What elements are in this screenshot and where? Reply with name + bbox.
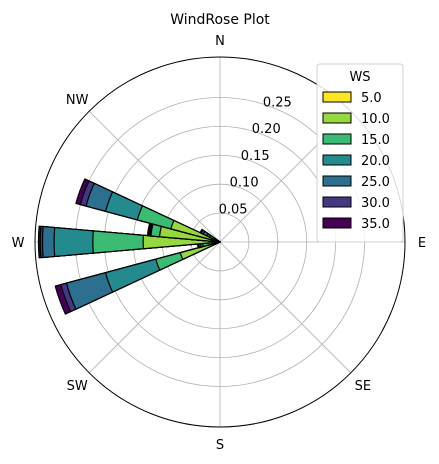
legend-label-0: 5.0 <box>361 91 382 106</box>
direction-label-s: S <box>216 438 224 453</box>
legend-swatch-1 <box>322 112 352 124</box>
grid-spoke-7 <box>88 110 221 243</box>
legend-swatch-6 <box>322 217 352 229</box>
direction-label-w: W <box>12 236 25 251</box>
bar-dir300-bin0 <box>216 239 221 243</box>
legend-label-6: 35.0 <box>361 217 390 232</box>
legend-swatch-2 <box>322 133 352 145</box>
polar-frame <box>34 56 406 428</box>
radial-tick-4: 0.25 <box>263 95 292 110</box>
grid-spoke-3 <box>219 241 352 374</box>
direction-label-nw: NW <box>66 93 89 108</box>
direction-label-e: E <box>418 236 426 251</box>
direction-label-n: N <box>215 34 225 49</box>
legend-label-1: 10.0 <box>361 112 390 127</box>
radial-tick-3: 0.20 <box>252 122 281 137</box>
legend-label-2: 15.0 <box>361 133 390 148</box>
grid-spoke-5 <box>88 241 221 374</box>
legend-swatch-4 <box>322 175 352 187</box>
radial-tick-2: 0.15 <box>241 149 270 164</box>
chart-title: WindRose Plot <box>170 12 270 28</box>
radial-tick-1: 0.10 <box>230 176 259 191</box>
direction-label-se: SE <box>355 379 371 394</box>
legend-swatch-3 <box>322 154 352 166</box>
legend-box <box>316 63 404 243</box>
legend-swatch-0 <box>322 91 352 103</box>
legend-label-5: 30.0 <box>361 196 390 211</box>
legend: WS 5.0 10.0 15.0 20.0 25.0 30.0 35.0 <box>316 63 404 243</box>
legend-title: WS <box>349 70 370 85</box>
legend-label-3: 20.0 <box>361 154 390 169</box>
legend-swatch-5 <box>322 196 352 208</box>
bar-dir250-bin1 <box>179 241 221 260</box>
bar-dir270-bin1 <box>142 234 221 250</box>
wind-bars <box>37 178 221 315</box>
legend-label-4: 25.0 <box>361 175 390 190</box>
direction-label-sw: SW <box>67 379 88 394</box>
radial-tick-labels: 0.05 0.10 0.15 0.20 0.25 <box>219 95 292 217</box>
radial-tick-0: 0.05 <box>219 202 248 217</box>
